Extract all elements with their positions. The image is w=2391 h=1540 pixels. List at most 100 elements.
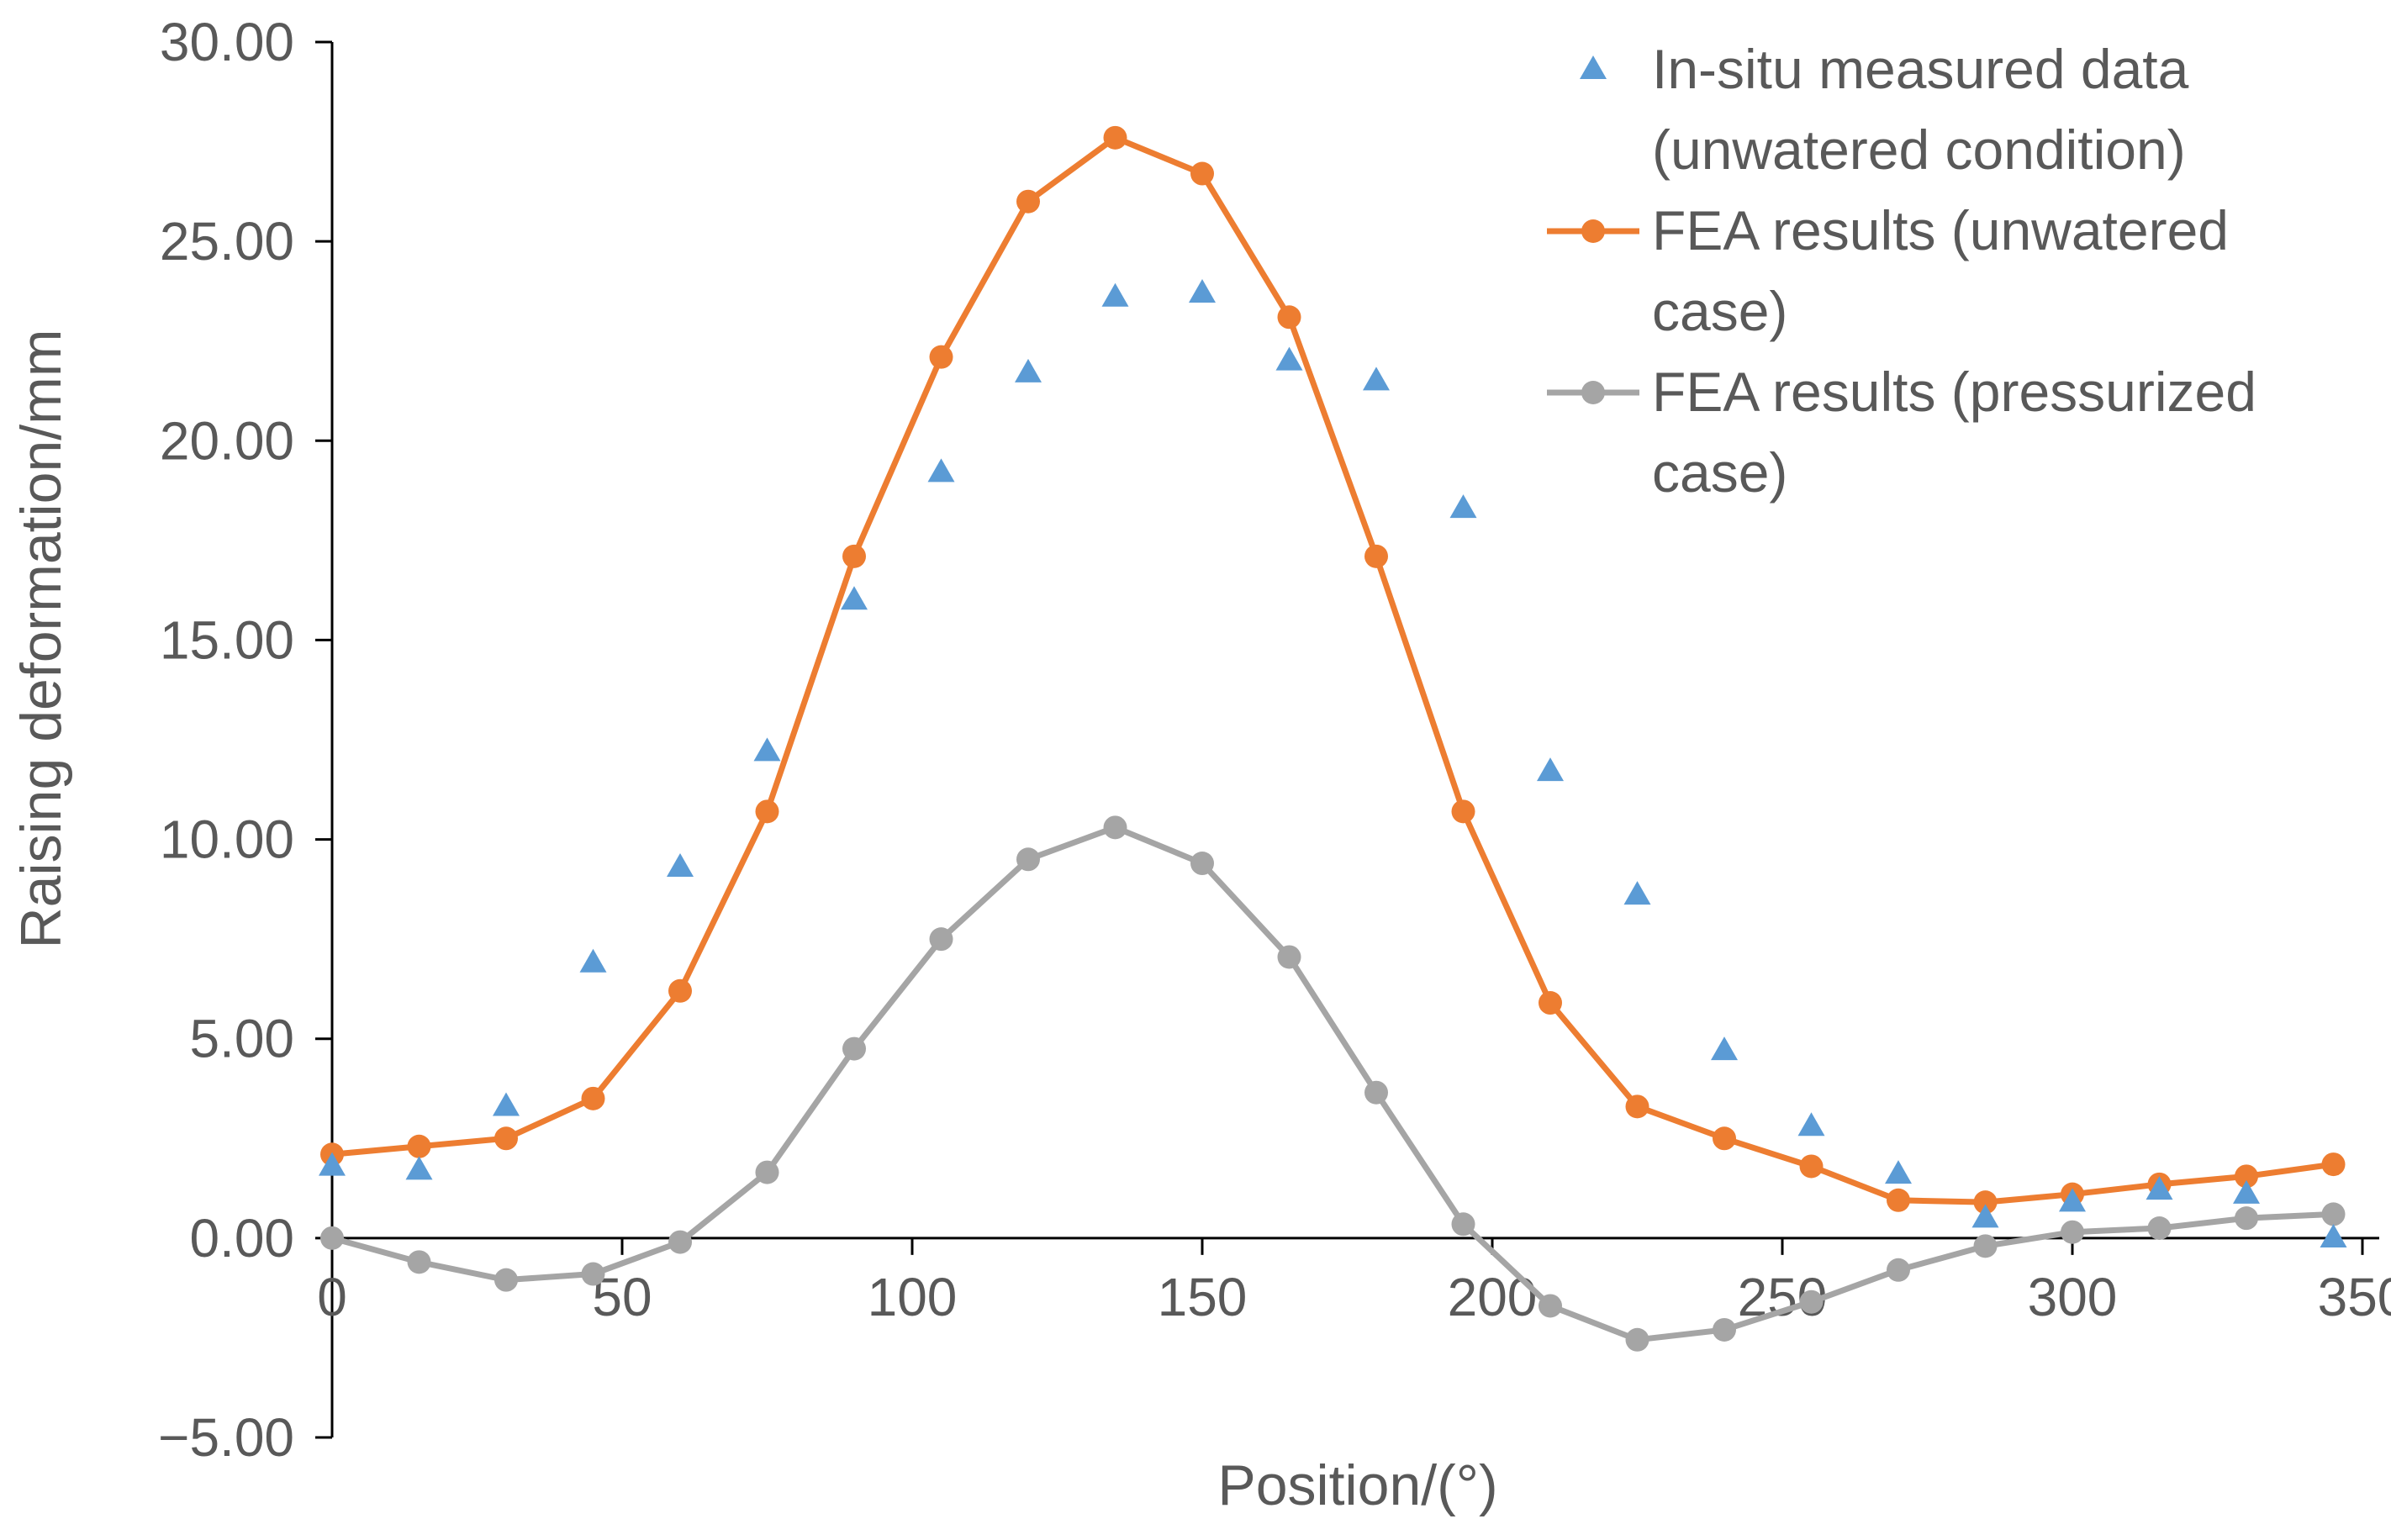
data-point-circle xyxy=(407,1134,431,1158)
legend-marker xyxy=(1580,55,1607,79)
legend-item-2: FEA results (pressurized case) xyxy=(1547,361,2256,504)
data-point-circle xyxy=(1103,815,1127,840)
data-point-triangle xyxy=(2233,1179,2260,1204)
data-point-triangle xyxy=(753,737,781,762)
data-point-circle xyxy=(929,927,953,952)
y-tick-label: 15.00 xyxy=(160,609,294,670)
x-tick-label: 0 xyxy=(317,1267,347,1327)
data-point-circle xyxy=(2321,1202,2346,1226)
data-point-triangle xyxy=(1623,881,1651,905)
data-point-circle xyxy=(755,799,779,824)
x-tick-label: 350 xyxy=(2318,1267,2391,1327)
data-point-circle xyxy=(1103,125,1127,150)
y-tick-label: −5.00 xyxy=(158,1407,294,1468)
axes: −5.00 0.00 5.00 10.00 15.00 20.00 25.00 30.00 0… xyxy=(158,12,2391,1468)
data-point-triangle xyxy=(405,1156,433,1180)
data-point-triangle xyxy=(1449,494,1477,519)
data-point-circle xyxy=(1973,1190,1998,1215)
data-point-triangle xyxy=(841,586,868,610)
legend-label: In-situ measured data xyxy=(1652,38,2189,100)
data-point-circle xyxy=(668,978,692,1003)
data-point-triangle xyxy=(1101,282,1129,307)
data-point-circle xyxy=(842,1036,866,1061)
legend-label: FEA results (unwatered xyxy=(1652,199,2229,261)
data-point-circle xyxy=(2235,1206,2258,1231)
data-point-circle xyxy=(320,1226,344,1250)
data-point-circle xyxy=(668,1230,692,1254)
x-tick-label: 100 xyxy=(868,1267,958,1327)
data-point-triangle xyxy=(1711,1036,1738,1061)
legend-item-0: In-situ measured data (unwatered conditio… xyxy=(1580,38,2189,181)
data-point-circle xyxy=(494,1126,518,1151)
legend-label: (unwatered condition) xyxy=(1652,119,2186,181)
data-point-circle xyxy=(1016,189,1040,214)
series-2 xyxy=(320,815,2346,1352)
legend-label: case) xyxy=(1652,280,1787,342)
data-point-circle xyxy=(755,1160,779,1184)
data-point-circle xyxy=(581,1086,605,1110)
data-point-circle xyxy=(2235,1164,2258,1189)
data-point-triangle xyxy=(2320,1224,2347,1248)
data-point-triangle xyxy=(1885,1160,1912,1184)
data-point-triangle xyxy=(1971,1204,1999,1228)
data-point-triangle xyxy=(579,948,607,973)
data-point-circle xyxy=(1364,1080,1388,1105)
data-point-circle xyxy=(1713,1126,1736,1151)
data-point-circle xyxy=(1799,1154,1824,1179)
data-point-circle xyxy=(929,345,953,369)
x-tick-label: 150 xyxy=(1158,1267,1248,1327)
data-point-triangle xyxy=(1537,757,1564,782)
data-point-circle xyxy=(407,1250,431,1274)
data-point-circle xyxy=(494,1268,518,1292)
data-point-circle xyxy=(1625,1094,1649,1119)
y-tick-label: 20.00 xyxy=(160,410,294,471)
legend-item-1: FEA results (unwatered case) xyxy=(1547,199,2229,342)
x-tick-label: 200 xyxy=(1448,1267,1538,1327)
data-point-circle xyxy=(1539,1294,1562,1318)
data-point-circle xyxy=(1190,852,1214,876)
data-point-circle xyxy=(1364,544,1388,568)
data-point-triangle xyxy=(1363,367,1390,391)
data-point-triangle xyxy=(2059,1188,2086,1212)
data-point-circle xyxy=(1451,799,1475,824)
data-point-circle xyxy=(581,1262,605,1286)
data-point-triangle xyxy=(1275,346,1303,371)
data-point-triangle xyxy=(667,852,694,877)
legend-marker xyxy=(1581,219,1605,243)
data-point-circle xyxy=(842,544,866,568)
data-point-circle xyxy=(1625,1327,1649,1352)
y-axis-title: Raising deformation/mm xyxy=(9,330,73,949)
data-point-triangle xyxy=(319,1152,346,1176)
data-point-triangle xyxy=(1015,358,1042,382)
y-tick-label: 0.00 xyxy=(189,1208,294,1268)
legend-label: FEA results (pressurized xyxy=(1652,361,2256,423)
x-axis-title: Position/(°) xyxy=(1217,1453,1497,1517)
data-point-circle xyxy=(1190,161,1214,186)
legend-marker xyxy=(1581,381,1605,404)
y-tick-label: 5.00 xyxy=(189,1009,294,1069)
data-point-circle xyxy=(1713,1317,1736,1342)
series-0 xyxy=(319,279,2347,1248)
data-point-triangle xyxy=(1189,279,1216,303)
x-ticks: 050100150200250300350 xyxy=(317,1237,2391,1327)
series-1 xyxy=(320,125,2346,1215)
y-tick-label: 10.00 xyxy=(160,810,294,870)
data-point-circle xyxy=(1451,1212,1475,1237)
legend: In-situ measured data (unwatered conditio… xyxy=(1547,38,2256,504)
y-tick-label: 25.00 xyxy=(160,211,294,272)
data-point-circle xyxy=(1887,1188,1910,1212)
data-point-triangle xyxy=(493,1092,520,1116)
data-point-circle xyxy=(1539,991,1562,1015)
series-line xyxy=(331,824,2334,1343)
data-point-circle xyxy=(1973,1234,1998,1258)
y-tick-label: 30.00 xyxy=(160,12,294,72)
x-tick-label: 300 xyxy=(2028,1267,2118,1327)
data-point-circle xyxy=(2061,1220,2084,1244)
data-point-circle xyxy=(1277,945,1301,969)
data-point-triangle xyxy=(2146,1176,2173,1200)
legend-label: case) xyxy=(1652,441,1787,504)
data-point-triangle xyxy=(1797,1112,1825,1137)
data-point-triangle xyxy=(927,458,955,483)
y-ticks: −5.00 0.00 5.00 10.00 15.00 20.00 25.00 30.00 xyxy=(158,12,332,1468)
